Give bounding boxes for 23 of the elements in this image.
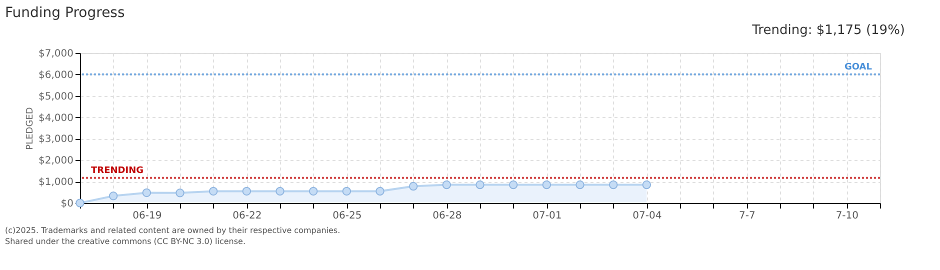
y-tick-label: $7,000 (38, 48, 74, 60)
y-tick-label: $2,000 (38, 156, 74, 167)
x-tick-label: 06-19 (132, 210, 162, 222)
y-tick-label: $0 (60, 198, 74, 210)
y-tick-label: $3,000 (38, 134, 74, 146)
x-tick-label: 7-7 (738, 210, 756, 222)
text: Shared under the creative commons (CC BY-NC 3.0) license. (5, 237, 246, 246)
ref-line-label: GOAL (844, 62, 872, 72)
x-tick-label: 07-01 (532, 210, 562, 222)
y-tick-label: $6,000 (38, 70, 74, 81)
x-tick-label: 7-10 (836, 210, 859, 222)
x-tick-label: 06-22 (232, 210, 262, 222)
x-tick-label: 07-04 (632, 210, 662, 222)
x-tick-label: 06-25 (332, 210, 362, 222)
ref-line-label: TRENDING (91, 166, 144, 176)
y-tick-label: $5,000 (38, 91, 74, 102)
y-tick-label: $1,000 (38, 177, 74, 188)
x-tick-label: 06-28 (432, 210, 462, 222)
chart-subtitle: Trending: $1,175 (19%) (751, 23, 905, 38)
y-axis-title: PLEDGED (26, 107, 36, 150)
y-tick-label: $4,000 (38, 112, 74, 124)
text: (c)2025. Trademarks and related content are owned by their respective companies. (5, 226, 340, 235)
chart-title: Funding Progress (5, 5, 125, 21)
